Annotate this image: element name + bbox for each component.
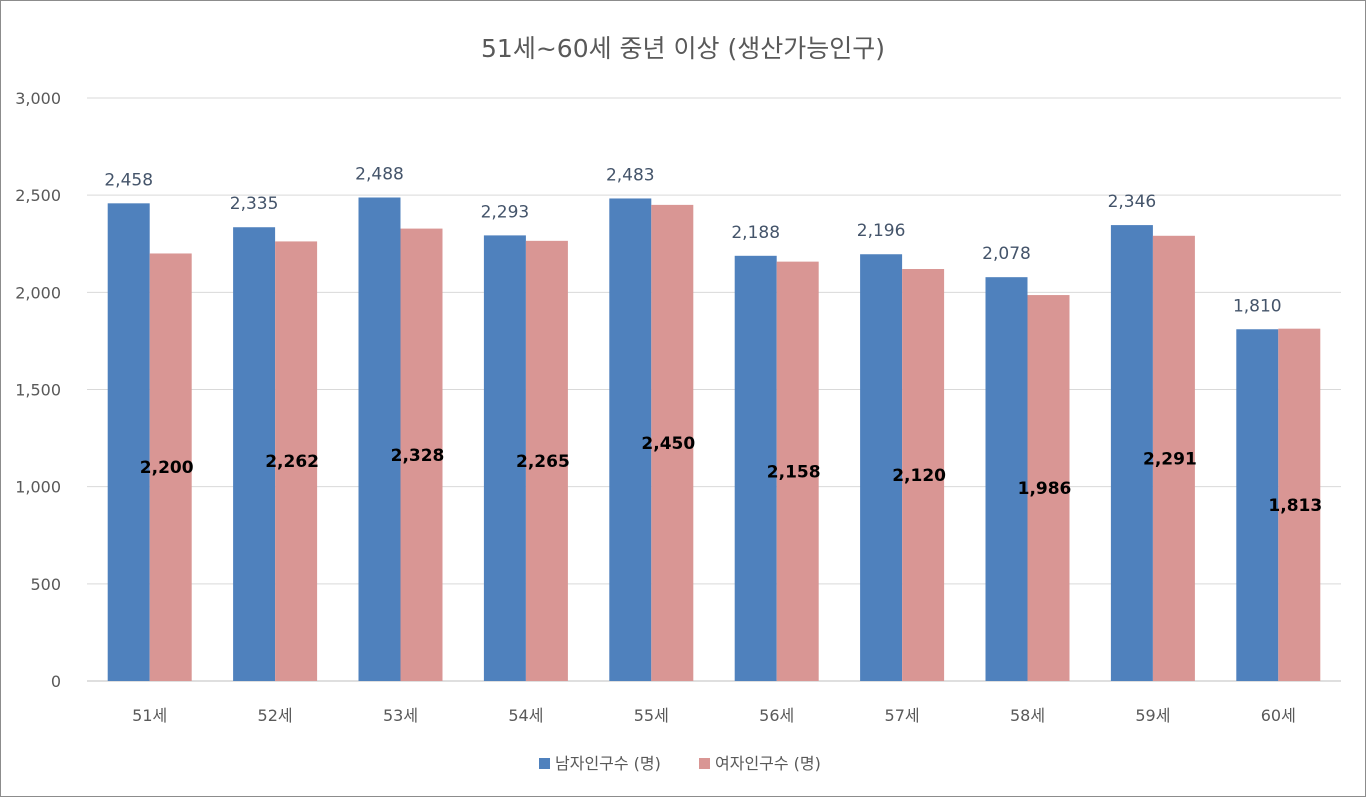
y-tick-label: 1,500 <box>15 381 61 400</box>
bar-female <box>1027 295 1070 681</box>
y-axis-ticks: 0 500 1,000 1,500 2,000 2,500 3,000 <box>15 89 61 691</box>
y-tick-label: 500 <box>30 575 61 594</box>
x-category-label: 55세 <box>634 706 669 725</box>
x-category-label: 54세 <box>508 706 543 725</box>
legend-label: 여자인구수 (명) <box>715 754 821 773</box>
bar-male <box>233 227 276 681</box>
legend-swatch <box>699 758 710 769</box>
data-label-female: 2,265 <box>516 452 570 472</box>
data-label-female: 2,120 <box>892 466 946 486</box>
data-label-female: 1,986 <box>1018 479 1072 499</box>
bar-male <box>1236 329 1279 681</box>
x-category-label: 60세 <box>1261 706 1296 725</box>
data-label-male: 2,293 <box>481 202 530 222</box>
bar-female <box>776 261 819 681</box>
x-category-label: 57세 <box>885 706 920 725</box>
bar-male <box>358 197 401 682</box>
data-label-female: 2,158 <box>767 462 821 482</box>
bar-male <box>985 277 1028 681</box>
bar-female <box>1278 328 1321 681</box>
bar-male <box>734 255 777 682</box>
y-tick-label: 3,000 <box>15 89 61 108</box>
y-tick-label: 1,000 <box>15 478 61 497</box>
y-tick-label: 2,000 <box>15 283 61 302</box>
x-category-label: 51세 <box>132 706 167 725</box>
data-label-female: 2,200 <box>140 458 194 478</box>
bar-male <box>107 203 150 681</box>
data-label-female: 1,813 <box>1268 496 1322 516</box>
data-label-female: 2,328 <box>391 446 445 466</box>
bar-male <box>1110 225 1153 681</box>
legend: 남자인구수 (명) 여자인구수 (명) <box>539 754 821 773</box>
x-category-label: 53세 <box>383 706 418 725</box>
data-label-female: 2,262 <box>265 452 319 472</box>
bar-female <box>902 269 945 681</box>
data-label-male: 2,188 <box>731 223 780 243</box>
bar-female <box>275 241 318 681</box>
bar-male <box>609 198 652 681</box>
x-category-label: 58세 <box>1010 706 1045 725</box>
data-label-male: 2,483 <box>606 165 655 185</box>
bar-male <box>483 235 526 681</box>
data-label-male: 2,078 <box>982 244 1031 264</box>
data-label-male: 2,335 <box>230 194 279 214</box>
y-tick-label: 2,500 <box>15 186 61 205</box>
bar-female <box>651 204 694 681</box>
data-label-male: 1,810 <box>1233 296 1282 316</box>
data-labels: 2,458 2,200 2,335 2,262 2,488 2,328 2,293 2,265… <box>104 164 1322 515</box>
x-category-label: 52세 <box>258 706 293 725</box>
data-label-male: 2,488 <box>355 164 404 184</box>
data-label-male: 2,196 <box>857 221 906 241</box>
bar-male <box>860 254 903 681</box>
chart-title: 51세~60세 중년 이상 (생산가능인구) <box>481 34 885 63</box>
data-label-male: 2,458 <box>104 170 153 190</box>
data-label-male: 2,346 <box>1108 192 1157 212</box>
data-label-female: 2,291 <box>1143 449 1197 469</box>
y-tick-label: 0 <box>51 672 61 691</box>
x-category-label: 56세 <box>759 706 794 725</box>
legend-label: 남자인구수 (명) <box>555 754 661 773</box>
x-axis-categories: 51세 52세 53세 54세 55세 56세 57세 58세 59세 60세 <box>132 706 1296 725</box>
data-label-female: 2,450 <box>641 434 695 454</box>
bar-female <box>149 253 192 681</box>
x-category-label: 59세 <box>1135 706 1170 725</box>
bar-female <box>1152 235 1195 681</box>
bars <box>107 197 1321 682</box>
legend-swatch <box>539 758 550 769</box>
bar-female <box>400 228 443 682</box>
bar-female <box>525 240 568 681</box>
